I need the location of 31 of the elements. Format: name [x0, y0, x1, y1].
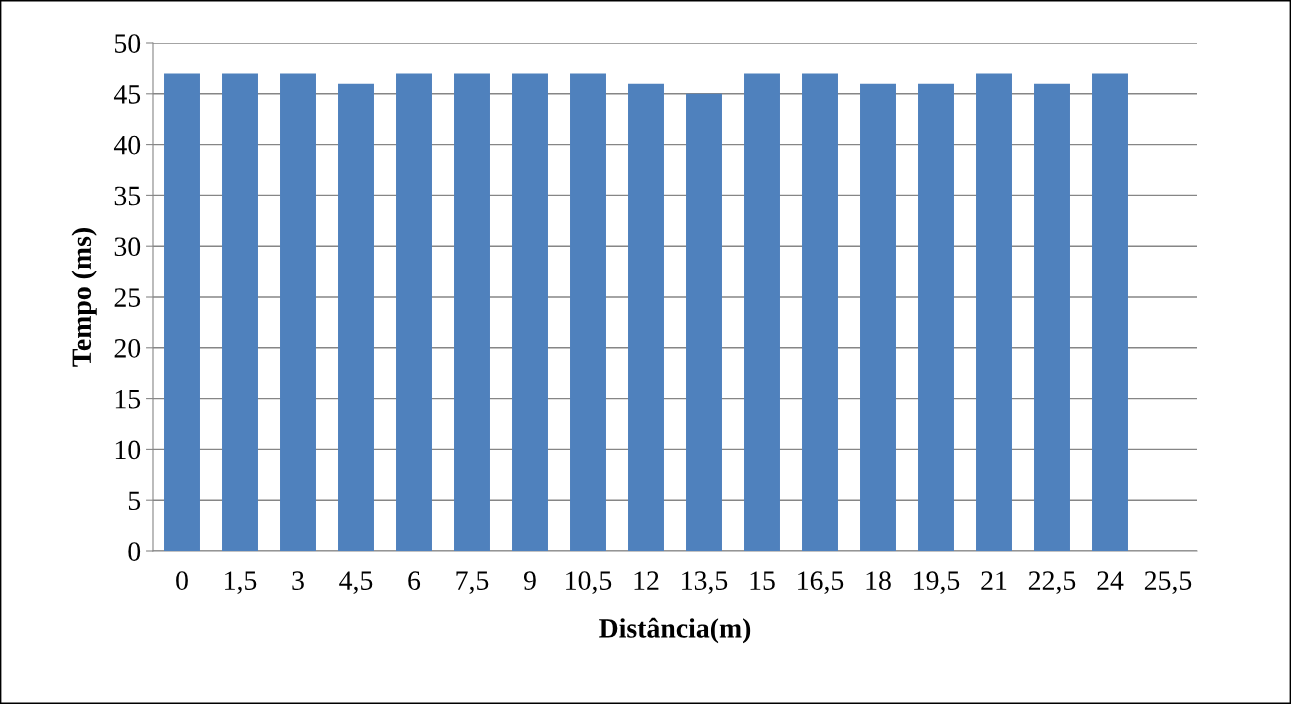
x-tick-label: 4,5 — [339, 571, 373, 594]
y-tick-label: 30 — [114, 237, 141, 257]
x-tick-label: 25,5 — [1144, 571, 1192, 594]
x-tick-label: 18 — [866, 571, 891, 590]
x-axis-title: Distância(m) — [599, 617, 751, 644]
x-tick-label: 15 — [750, 571, 775, 590]
y-tick-label: 50 — [115, 34, 141, 53]
x-tick-label: 19,5 — [914, 571, 960, 594]
x-tick-label: 3 — [292, 571, 304, 590]
x-tick-label: 0 — [176, 571, 188, 590]
y-tick-label: 40 — [113, 135, 141, 155]
x-tick-label: 9 — [523, 571, 536, 590]
x-tick-label: 21 — [981, 571, 1007, 590]
y-tick-label: 20 — [114, 338, 141, 358]
y-tick-label: 35 — [114, 186, 141, 206]
y-tick-label: 5 — [128, 491, 141, 511]
x-tick-label: 1,5 — [225, 571, 257, 594]
x-tick-label: 13,5 — [682, 571, 728, 594]
y-axis-title: Tempo (ms) — [71, 228, 97, 367]
y-tick-label: 15 — [115, 389, 141, 409]
y-tick-label: 25 — [114, 288, 141, 307]
x-tick-label: 16,5 — [798, 571, 844, 594]
x-tick-label: 7,5 — [456, 571, 489, 594]
x-tick-label: 22,5 — [1028, 571, 1076, 594]
x-tick-label: 12 — [634, 571, 659, 590]
x-tick-label: 10,5 — [566, 571, 612, 594]
y-tick-label: 0 — [128, 542, 141, 561]
y-tick-label: 10 — [115, 440, 141, 460]
y-tick-label: 45 — [113, 85, 141, 104]
x-tick-label: 6 — [408, 571, 421, 590]
x-tick-label: 24 — [1097, 571, 1124, 590]
